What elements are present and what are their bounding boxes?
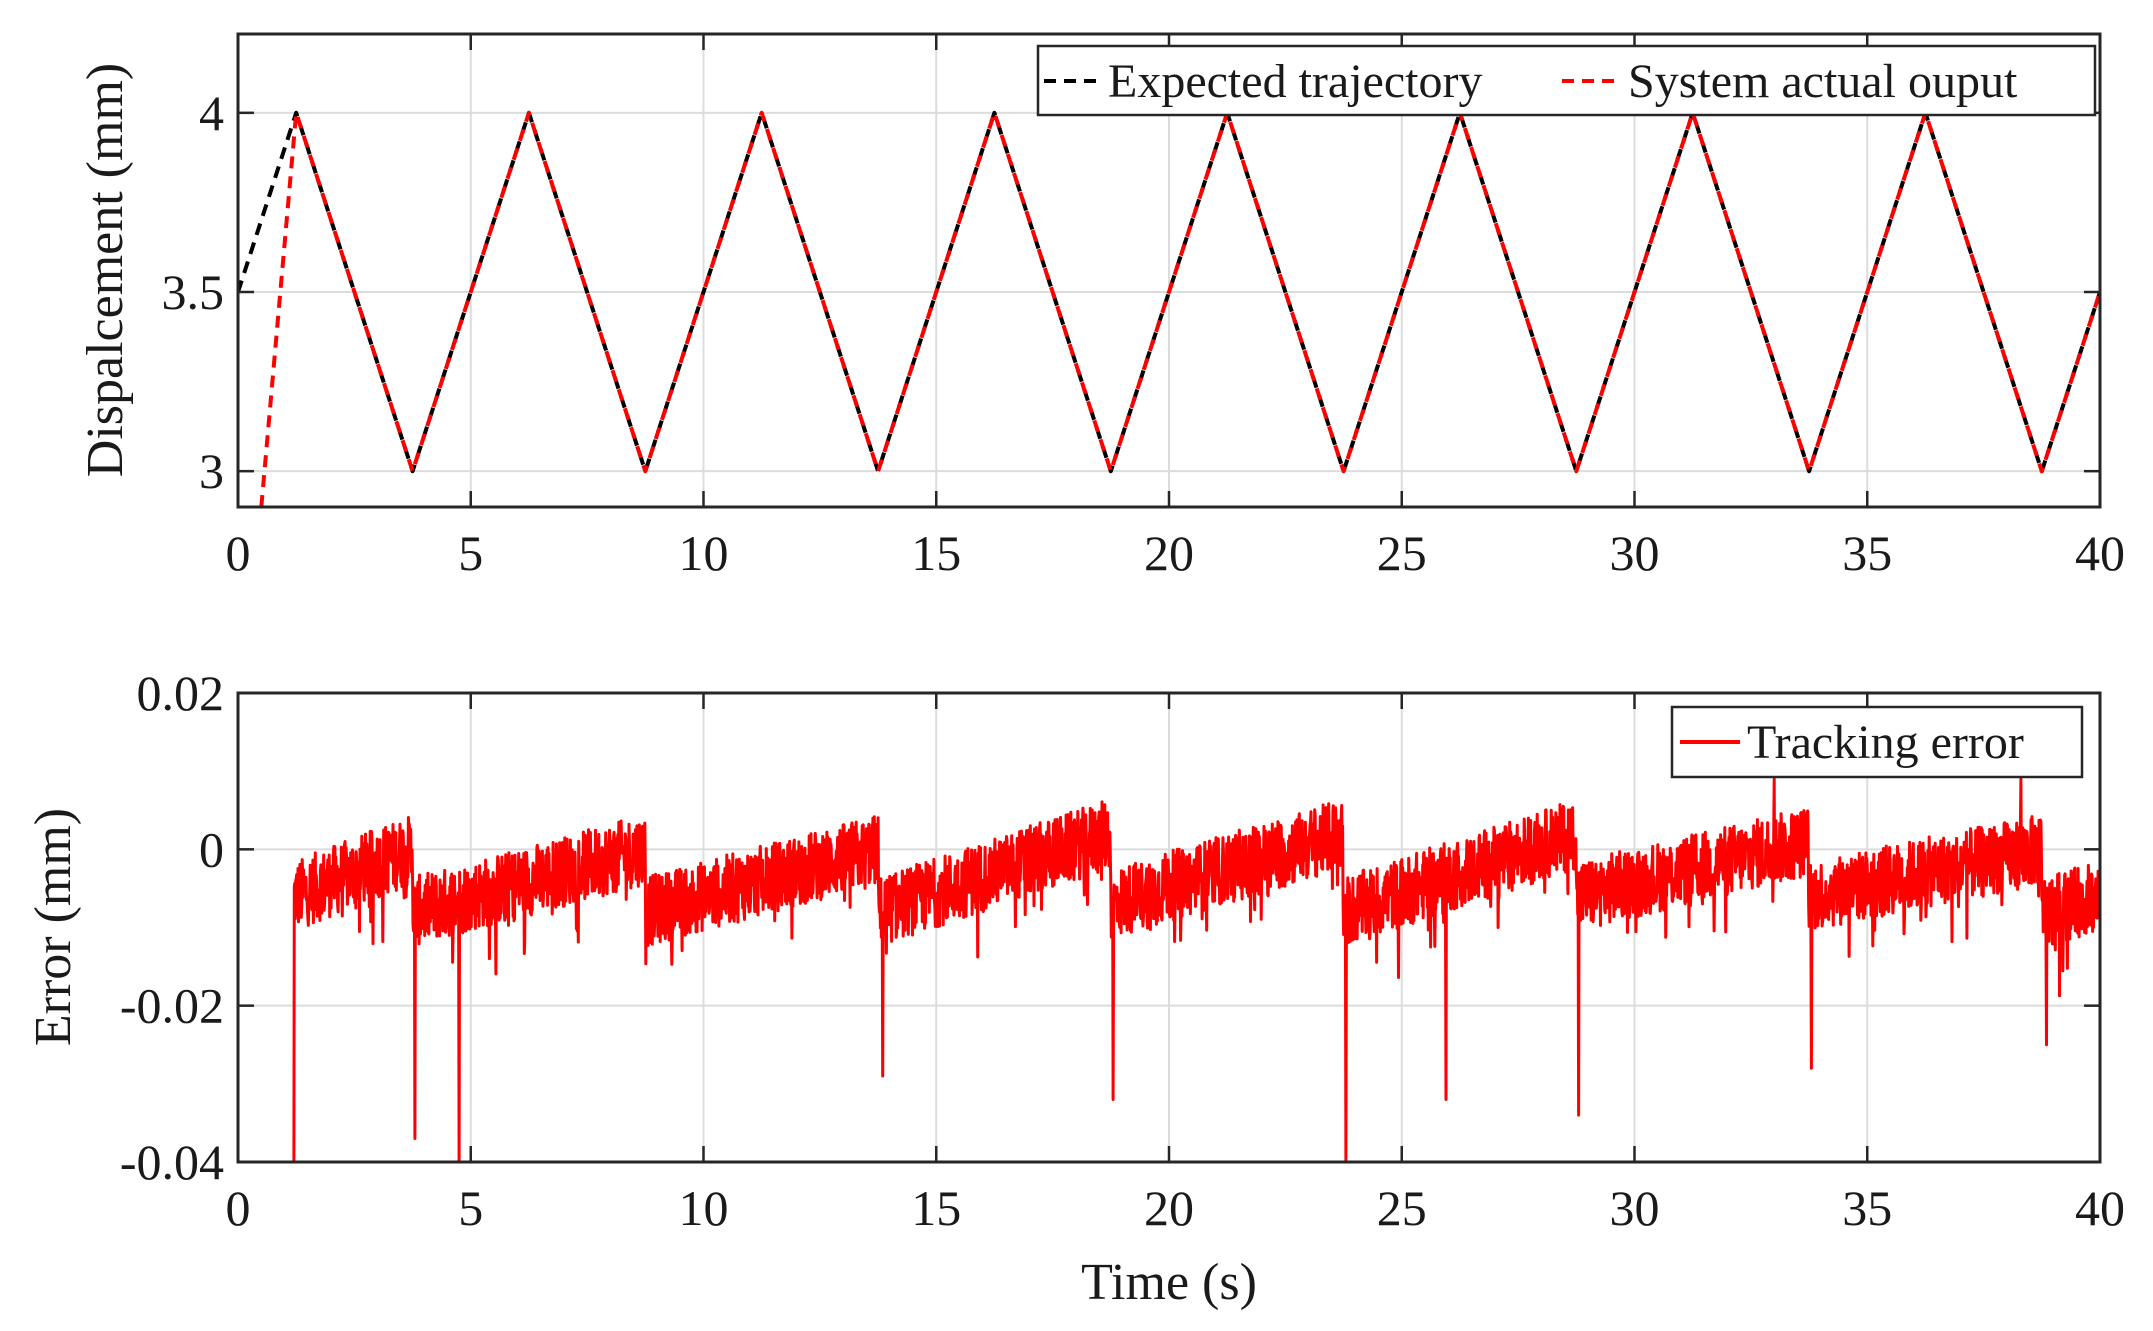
x-tick-label: 15	[911, 1180, 961, 1236]
x-tick-label: 5	[458, 525, 483, 581]
legend: Tracking error	[1670, 705, 2084, 779]
legend: Expected trajectory System actual ouput	[1036, 44, 2097, 117]
x-tick-label: 30	[1610, 1180, 1660, 1236]
x-tick-label: 35	[1842, 525, 1892, 581]
y-tick-label: 0	[199, 821, 224, 877]
x-tick-label: 20	[1144, 525, 1194, 581]
x-tick-label: 10	[679, 525, 729, 581]
y-tick-label: 3.5	[162, 264, 225, 320]
ticks: 0 5 10 15 20 25 30 35 40 -0.04 -0.02 0 0.02	[120, 665, 2125, 1236]
x-tick-label: 0	[226, 1180, 251, 1236]
plot-series	[292, 777, 2100, 1162]
y-tick-label: 3	[199, 443, 224, 499]
y-tick-label: 0.02	[137, 665, 225, 721]
legend-label-tracking-error: Tracking error	[1747, 716, 2024, 769]
y-tick-label: 4	[199, 85, 224, 141]
x-tick-label: 5	[458, 1180, 483, 1236]
x-tick-label: 10	[679, 1180, 729, 1236]
legend-label-expected-trajectory: Expected trajectory	[1108, 55, 1482, 108]
x-tick-label: 40	[2075, 1180, 2125, 1236]
x-tick-label: 0	[226, 525, 251, 581]
series-line-system-actual-ouput	[259, 110, 2100, 507]
series-line-tracking-error	[292, 777, 2100, 1162]
y-tick-label: -0.02	[120, 978, 224, 1034]
x-tick-label: 35	[1842, 1180, 1892, 1236]
x-tick-label: 30	[1610, 525, 1660, 581]
series-line-expected-trajectory	[238, 110, 2100, 474]
x-tick-label: 25	[1377, 1180, 1427, 1236]
x-tick-label: 40	[2075, 525, 2125, 581]
x-tick-label: 25	[1377, 525, 1427, 581]
legend-box	[1670, 705, 2084, 779]
y-axis-label: Dispalcement (mm)	[77, 63, 134, 477]
x-tick-label: 15	[911, 525, 961, 581]
x-axis-label: Time (s)	[1081, 1254, 1257, 1311]
legend-label-system-actual-ouput: System actual ouput	[1628, 55, 2018, 108]
y-tick-label: -0.04	[120, 1134, 224, 1190]
ticks: 0 5 10 15 20 25 30 35 40 3 3.5 4	[162, 34, 2125, 581]
plot-series	[238, 110, 2100, 507]
error-plot: 0 5 10 15 20 25 30 35 40 -0.04 -0.02 0 0.02 Error (m…	[25, 665, 2125, 1311]
x-tick-label: 20	[1144, 1180, 1194, 1236]
y-axis-label: Error (mm)	[25, 808, 82, 1046]
